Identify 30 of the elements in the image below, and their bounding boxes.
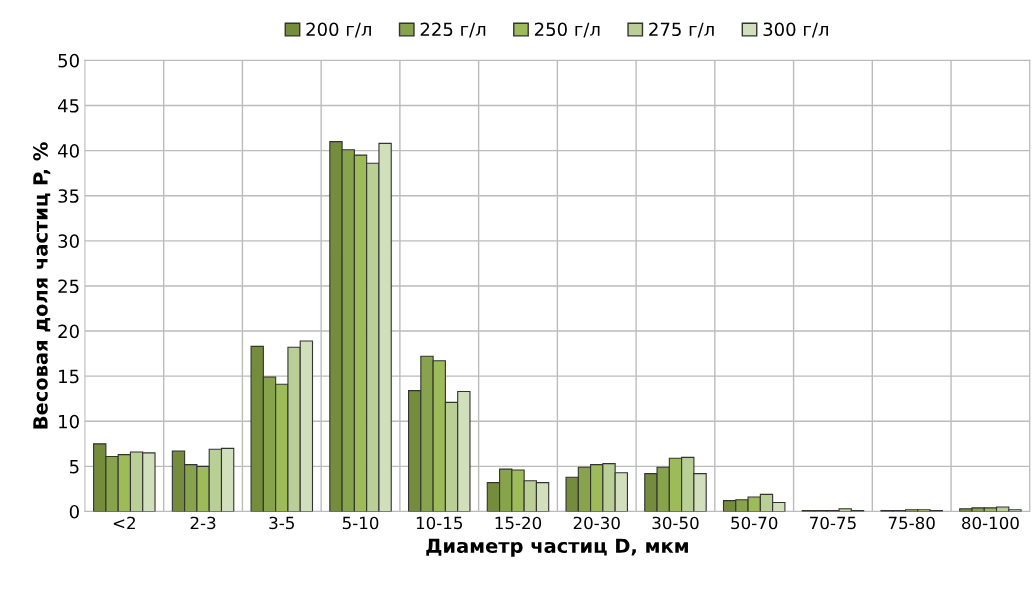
x-tick-label: 10-15 [416,516,463,530]
x-axis-title: Диаметр частиц D, мкм [426,538,688,557]
x-tick-label: 30-50 [652,516,699,530]
legend-label: 275 г/л [649,22,714,38]
x-tick-label: 3-5 [269,516,294,530]
y-axis-title: Весовая доля частиц P, % [33,142,51,429]
x-tick-label: 5-10 [342,516,379,530]
legend-label: 225 г/л [420,22,486,38]
x-tick-label: 75-80 [888,516,935,530]
x-tick-label: 20-30 [573,516,620,530]
x-tick-label: 70-75 [810,516,856,530]
y-tick-label: 25 [58,279,79,294]
x-tick-label: 50-70 [731,516,778,530]
y-tick-label: 5 [70,460,79,474]
y-tick-label: 40 [58,144,79,158]
x-tick-label: 2-3 [190,516,216,530]
x-tick-label: 15-20 [495,516,542,530]
x-tick-label: <2 [113,516,135,530]
y-tick-label: 15 [59,369,79,384]
legend-label: 200 г/л [306,22,371,38]
y-tick-label: 45 [58,99,79,113]
legend-label: 250 г/л [534,22,600,38]
y-tick-label: 50 [58,53,79,68]
y-tick-label: 0 [69,504,79,519]
y-tick-label: 20 [58,324,79,339]
y-tick-label: 10 [59,414,79,429]
x-tick-label: 80-100 [962,516,1019,530]
y-tick-label: 30 [58,234,79,248]
y-tick-label: 35 [58,189,79,203]
legend-label: 300 г/л [763,22,828,38]
